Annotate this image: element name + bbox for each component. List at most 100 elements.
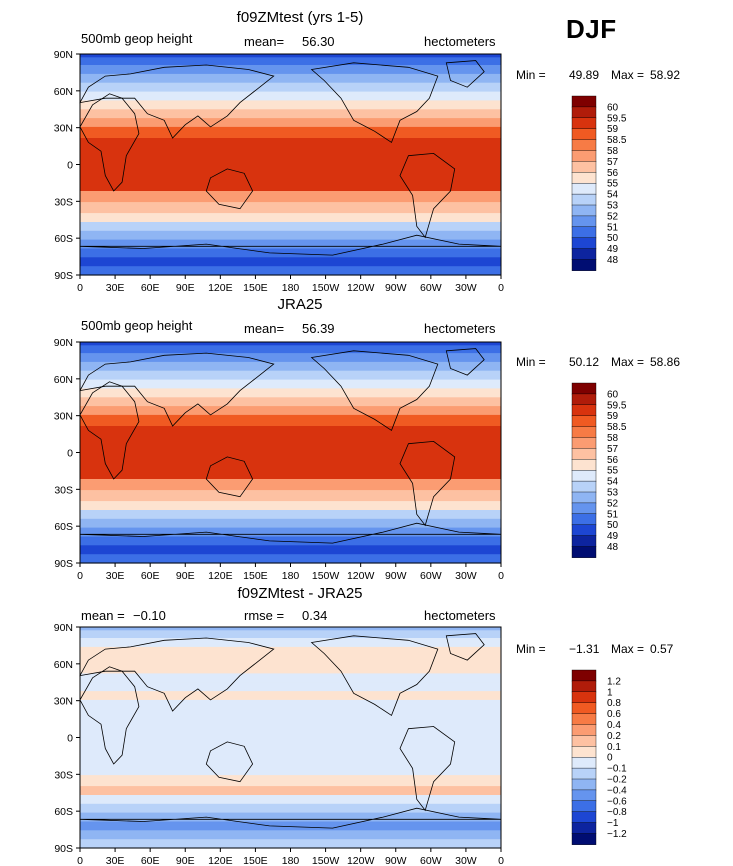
coastline	[399, 152, 456, 239]
colorbar-swatch	[571, 459, 597, 471]
colorbar-label: 58	[607, 433, 619, 444]
colorbar-swatch	[571, 215, 597, 228]
colorbar-label: 54	[607, 190, 619, 201]
colorbar-label: 0	[607, 753, 613, 764]
colorbar-swatch	[571, 789, 597, 802]
lon-tick-label: 90E	[176, 570, 195, 582]
colorbar-swatch	[571, 448, 597, 460]
colorbar-label: 59	[607, 124, 619, 135]
colorbar-label: 48	[607, 542, 619, 553]
lon-tick-label: 120W	[347, 570, 375, 582]
contour-band	[80, 82, 501, 93]
lon-tick-label: 0	[498, 855, 504, 866]
rmse-label: rmse =	[244, 608, 285, 623]
map-panel: 90N 60N 30N 0 30S 60S 90S 0 30E 60E 90E 120E 150E 180…	[54, 49, 504, 294]
contour-band	[80, 803, 501, 814]
contour-band	[80, 764, 501, 776]
coastline	[205, 456, 254, 498]
max-label: Max =	[611, 355, 645, 369]
lat-tick-label: 90N	[54, 622, 73, 634]
lon-tick-label: 180	[282, 855, 300, 866]
min-value: 49.89	[569, 68, 600, 82]
contour-band	[80, 490, 501, 502]
colorbar-label: 56	[607, 168, 619, 179]
min-label: Min =	[516, 68, 546, 82]
colorbar-swatch	[571, 204, 597, 217]
panel-title: JRA25	[277, 296, 323, 313]
lat-tick-label: 30N	[54, 123, 73, 135]
colorbar-label: 56	[607, 455, 619, 466]
coastline	[445, 633, 485, 661]
coastline	[445, 348, 485, 376]
colorbar-swatch	[571, 161, 597, 173]
lon-tick-label: 30W	[455, 570, 477, 582]
colorbar-swatch	[571, 669, 597, 682]
contour-band	[80, 202, 501, 214]
colorbar-swatch	[571, 404, 597, 417]
colorbar-swatch	[571, 117, 597, 130]
colorbar-label: 52	[607, 498, 619, 509]
colorbar-label: 59	[607, 411, 619, 422]
coastline	[79, 64, 275, 139]
contour-band	[80, 510, 501, 520]
colorbar-label: 1	[607, 687, 613, 698]
contour-band	[80, 370, 501, 381]
colorbar-label: 60	[607, 389, 619, 400]
lon-tick-label: 60E	[141, 282, 160, 294]
contour-band	[80, 775, 501, 787]
colorbar-label: 48	[607, 255, 619, 266]
colorbar-label: −0.6	[607, 796, 627, 807]
variable-label: 500mb geop height	[81, 31, 193, 46]
colorbar-label: 0.4	[607, 720, 621, 731]
colorbar-swatch	[571, 702, 597, 715]
colorbar-swatch	[571, 150, 597, 162]
colorbar-swatch	[571, 95, 597, 108]
lon-tick-label: 180	[282, 570, 300, 582]
lon-tick-label: 60E	[141, 570, 160, 582]
coastline	[310, 635, 439, 717]
contour-band	[80, 673, 501, 683]
lon-tick-label: 30E	[106, 855, 125, 866]
lon-tick-label: 90E	[176, 855, 195, 866]
lon-tick-label: 120W	[347, 282, 375, 294]
lon-tick-label: 150W	[312, 570, 340, 582]
lon-tick-label: 30W	[455, 855, 477, 866]
contour-band	[80, 100, 501, 110]
colorbar-swatch	[571, 513, 597, 526]
colorbar-label: 58	[607, 146, 619, 157]
colorbar-swatch	[571, 415, 597, 428]
colorbar-swatch	[571, 724, 597, 736]
colorbar-swatch	[571, 691, 597, 704]
contour-band	[80, 379, 501, 389]
colorbar-swatch	[571, 480, 597, 493]
coastline	[79, 637, 275, 712]
max-value: 0.57	[650, 642, 674, 656]
contour-band	[80, 57, 501, 66]
max-value: 58.86	[650, 355, 681, 369]
coastline	[79, 234, 502, 256]
lat-tick-label: 30S	[54, 484, 73, 496]
lon-tick-label: 120E	[208, 570, 233, 582]
colorbar-swatch	[571, 259, 597, 271]
colorbar-label: 50	[607, 233, 619, 244]
max-label: Max =	[611, 642, 645, 656]
colorbar-swatch	[571, 833, 597, 845]
colorbar-swatch	[571, 437, 597, 449]
contour-band	[80, 786, 501, 796]
lon-tick-label: 60W	[420, 855, 442, 866]
coastline	[399, 726, 456, 812]
contour-band	[80, 830, 501, 840]
colorbar-label: 51	[607, 222, 619, 233]
contour-band	[80, 554, 501, 564]
lon-tick-label: 60E	[141, 855, 160, 866]
colorbar-swatch	[571, 713, 597, 725]
contour-band	[80, 397, 501, 407]
colorbar-label: 53	[607, 488, 619, 499]
coastline	[79, 352, 275, 427]
colorbar-label: 49	[607, 531, 619, 542]
colorbar-swatch	[571, 800, 597, 813]
lon-tick-label: 90E	[176, 282, 195, 294]
lat-tick-label: 30N	[54, 411, 73, 423]
colorbar-swatch	[571, 106, 597, 119]
